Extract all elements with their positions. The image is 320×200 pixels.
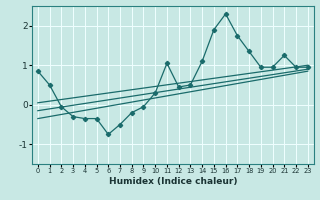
- X-axis label: Humidex (Indice chaleur): Humidex (Indice chaleur): [108, 177, 237, 186]
